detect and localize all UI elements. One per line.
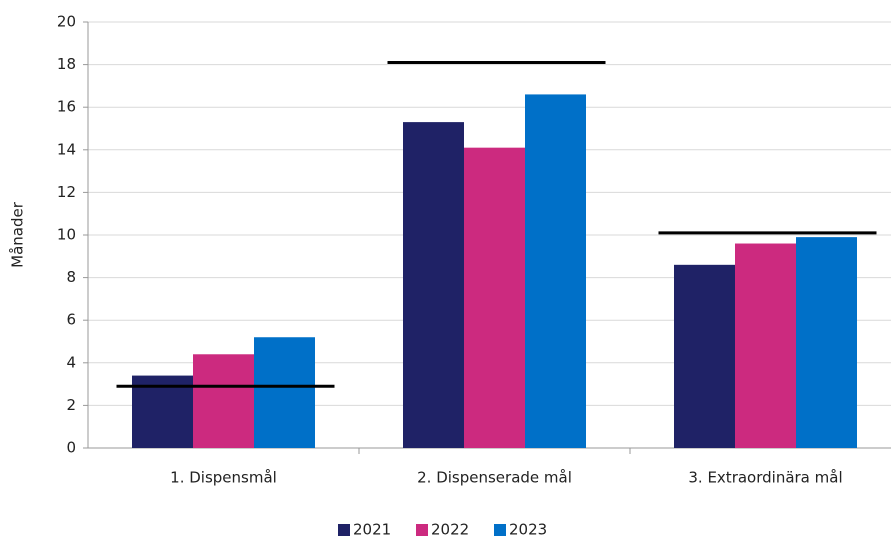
x-tick-label: 2. Dispenserade mål — [417, 469, 572, 487]
legend-label: 2021 — [353, 521, 391, 539]
y-axis-label: Månader — [9, 201, 27, 268]
y-tick-label: 10 — [57, 226, 76, 244]
legend-swatch — [416, 524, 428, 536]
bar — [674, 264, 735, 448]
y-tick-label: 0 — [66, 439, 76, 457]
x-tick-label: 1. Dispensmål — [170, 469, 277, 487]
bar — [254, 337, 315, 448]
bar — [735, 243, 796, 448]
legend-swatch — [494, 524, 506, 536]
legend-swatch — [338, 524, 350, 536]
bar — [403, 122, 464, 449]
x-tick-label: 3. Extraordinära mål — [688, 469, 842, 487]
y-tick-label: 18 — [57, 55, 76, 73]
bar — [193, 354, 254, 448]
y-tick-label: 16 — [57, 98, 76, 116]
y-tick-label: 4 — [66, 353, 76, 371]
y-tick-label: 20 — [57, 13, 76, 31]
bar — [464, 147, 525, 449]
y-tick-label: 12 — [57, 183, 76, 201]
legend-label: 2022 — [431, 521, 469, 539]
y-tick-label: 6 — [66, 311, 76, 329]
y-tick-label: 2 — [66, 396, 76, 414]
y-tick-label: 8 — [66, 268, 76, 286]
bar — [525, 94, 586, 449]
legend-label: 2023 — [509, 521, 547, 539]
bar — [796, 237, 857, 448]
y-tick-label: 14 — [57, 140, 76, 158]
